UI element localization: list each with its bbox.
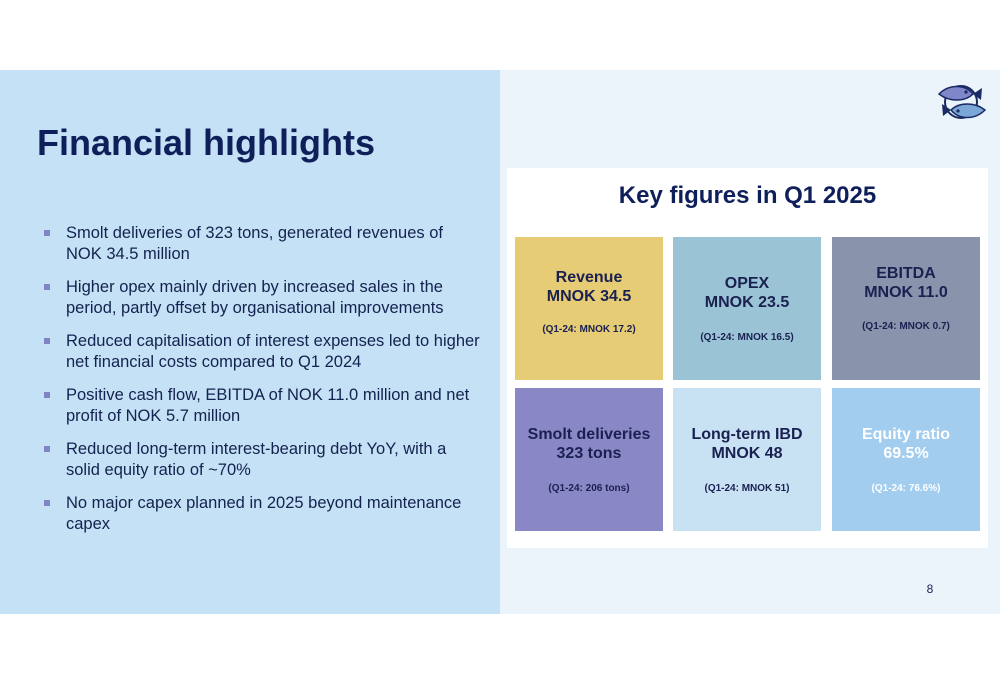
tile-value: MNOK 23.5 — [704, 294, 790, 311]
tile-value: MNOK 48 — [711, 445, 783, 462]
list-item: Reduced capitalisation of interest expen… — [42, 331, 482, 372]
tile-value: 69.5% — [883, 445, 929, 462]
equity-ratio-tile: Equity ratio 69.5% (Q1-24: 76.6%) — [832, 388, 980, 531]
list-item: Higher opex mainly driven by increased s… — [42, 277, 482, 318]
tile-comparison: (Q1-24: MNOK 0.7) — [862, 321, 950, 332]
list-item-text: No major capex planned in 2025 beyond ma… — [66, 494, 462, 533]
tile-comparison: (Q1-24: 206 tons) — [548, 483, 630, 494]
list-item: Positive cash flow, EBITDA of NOK 11.0 m… — [42, 385, 482, 426]
left-panel: Financial highlights Smolt deliveries of… — [0, 70, 500, 614]
tile-label: Smolt deliveries — [527, 426, 651, 443]
revenue-tile: Revenue MNOK 34.5 (Q1-24: MNOK 17.2) — [515, 237, 663, 380]
tile-comparison: (Q1-24: MNOK 16.5) — [700, 332, 794, 343]
tile-label: EBITDA — [876, 265, 936, 282]
long-term-ibd-tile: Long-term IBD MNOK 48 (Q1-24: MNOK 51) — [673, 388, 821, 531]
bullet-square-icon — [44, 500, 50, 506]
tile-label: Revenue — [555, 269, 623, 286]
smolt-deliveries-tile: Smolt deliveries 323 tons (Q1-24: 206 ton… — [515, 388, 663, 531]
list-item-text: Higher opex mainly driven by increased s… — [66, 278, 444, 317]
list-item-text: Reduced capitalisation of interest expen… — [66, 332, 480, 371]
key-figures-title: Key figures in Q1 2025 — [618, 182, 877, 209]
list-item: Smolt deliveries of 323 tons, generated … — [42, 223, 482, 264]
bullet-square-icon — [44, 284, 50, 290]
bullet-square-icon — [44, 338, 50, 344]
ebitda-tile: EBITDA MNOK 11.0 (Q1-24: MNOK 0.7) — [832, 237, 980, 380]
tile-label: Equity ratio — [861, 426, 950, 443]
opex-tile: OPEX MNOK 23.5 (Q1-24: MNOK 16.5) — [673, 237, 821, 380]
tile-comparison: (Q1-24: 76.6%) — [871, 483, 941, 494]
tile-value: MNOK 11.0 — [864, 284, 948, 301]
page-title: Financial highlights — [37, 122, 376, 163]
list-item-text: Reduced long-term interest-bearing debt … — [66, 440, 447, 479]
page-number: 8 — [926, 582, 934, 596]
bullet-square-icon — [44, 230, 50, 236]
list-item-text: Positive cash flow, EBITDA of NOK 11.0 m… — [66, 386, 470, 425]
tile-label: Long-term IBD — [691, 426, 803, 443]
tile-value: MNOK 34.5 — [546, 288, 632, 305]
tile-comparison: (Q1-24: MNOK 17.2) — [542, 324, 636, 335]
bullet-square-icon — [44, 392, 50, 398]
bullet-square-icon — [44, 446, 50, 452]
fish-logo-icon — [937, 85, 987, 119]
highlights-list: Smolt deliveries of 323 tons, generated … — [42, 223, 482, 547]
list-item: Reduced long-term interest-bearing debt … — [42, 439, 482, 480]
tile-value: 323 tons — [556, 445, 622, 462]
list-item: No major capex planned in 2025 beyond ma… — [42, 493, 482, 534]
tile-label: OPEX — [724, 275, 770, 292]
tile-comparison: (Q1-24: MNOK 51) — [704, 483, 790, 494]
list-item-text: Smolt deliveries of 323 tons, generated … — [66, 224, 443, 263]
